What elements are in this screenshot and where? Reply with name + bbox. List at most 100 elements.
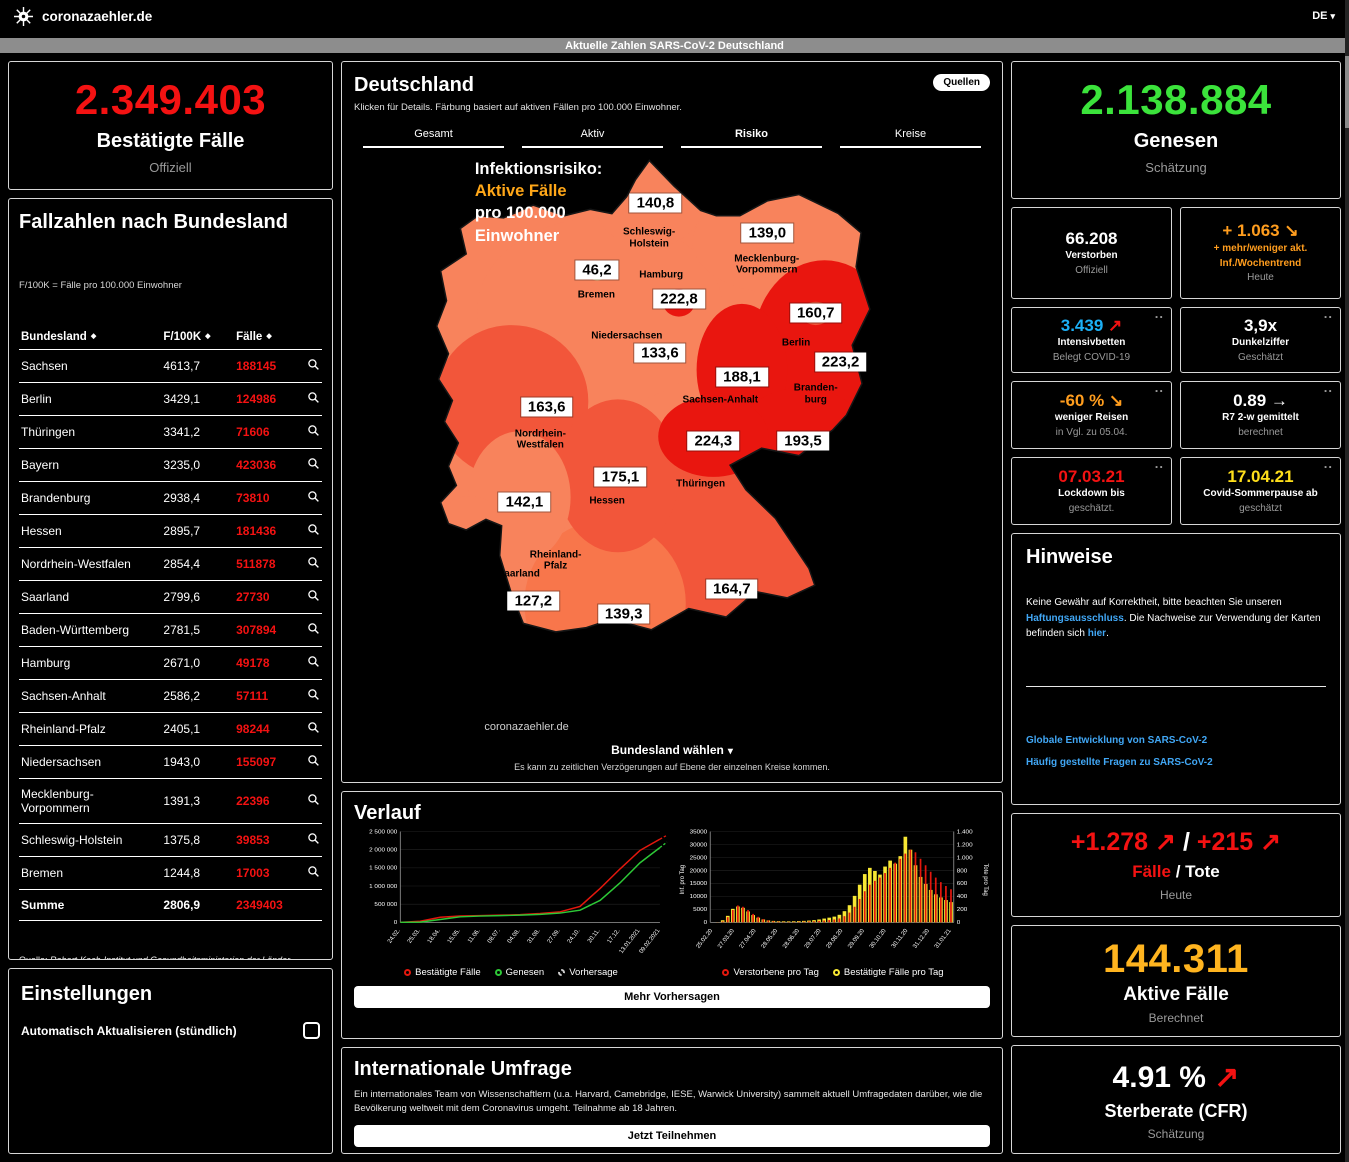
sort-icon[interactable]: ◆: [90, 333, 97, 341]
map-value-chip-bremen[interactable]: 46,2: [575, 260, 619, 280]
col-header-actions: [291, 325, 322, 351]
table-row[interactable]: Berlin 3429,1 124986: [19, 382, 322, 417]
table-row[interactable]: Rheinland-Pfalz 2405,1 98244: [19, 712, 322, 747]
hint-inline-link[interactable]: Haftungsausschluss: [1026, 612, 1124, 624]
hint-link[interactable]: Globale Entwicklung von SARS-CoV-2: [1026, 734, 1208, 746]
table-row[interactable]: Hamburg 2671,0 49178: [19, 646, 322, 681]
map-value-chip-bayern[interactable]: 164,7: [706, 579, 758, 599]
table-row[interactable]: Bremen 1244,8 17003: [19, 856, 322, 891]
svg-text:2 000 000: 2 000 000: [369, 848, 398, 854]
table-row[interactable]: Baden-Württemberg 2781,5 307894: [19, 613, 322, 648]
legend-label: Vorhersage: [569, 967, 618, 978]
tab-gesamt[interactable]: Gesamt: [363, 125, 504, 148]
row-search-icon[interactable]: [291, 580, 322, 615]
legend-label: Bestätigte Fälle: [415, 967, 481, 978]
card-line: Heute: [1247, 272, 1274, 284]
chevron-down-icon: ▾: [727, 746, 733, 757]
map-value-chip-nordrhein-westfalen[interactable]: 163,6: [520, 397, 573, 417]
row-search-icon[interactable]: [291, 547, 322, 582]
sources-button[interactable]: Quellen: [933, 74, 990, 91]
map-value-chip-thueringen[interactable]: 224,3: [687, 431, 740, 451]
survey-participate-button[interactable]: Jetzt Teilnehmen: [354, 1124, 990, 1147]
card-menu-icon[interactable]: ..: [1154, 456, 1164, 471]
map-value-chip-niedersachsen[interactable]: 133,6: [634, 343, 686, 363]
col-header-0[interactable]: Bundesland ◆: [19, 325, 162, 351]
table-row[interactable]: Schleswig-Holstein 1375,8 39853: [19, 823, 322, 858]
card-menu-icon[interactable]: ..: [1154, 306, 1164, 321]
row-search-icon[interactable]: [291, 778, 322, 825]
sort-icon[interactable]: ◆: [205, 333, 211, 341]
table-row[interactable]: Niedersachsen 1943,0 155097: [19, 745, 322, 780]
card-menu-icon[interactable]: ..: [1323, 456, 1333, 471]
table-row[interactable]: Thüringen 3341,2 71606: [19, 415, 322, 450]
map-value-chip-sachsen[interactable]: 193,5: [777, 431, 829, 451]
language-selector[interactable]: DE ▾: [1312, 10, 1335, 22]
trend-arrow-icon: →: [1266, 390, 1288, 410]
map-value-chip-baden-wuerttemberg[interactable]: 139,3: [597, 604, 650, 624]
table-row[interactable]: Mecklenburg-Vorpommern 1391,3 22396: [19, 778, 322, 825]
row-search-icon[interactable]: [291, 823, 322, 858]
map-value-chip-sachsen-anhalt[interactable]: 188,1: [716, 367, 768, 387]
row-search-icon[interactable]: [291, 349, 322, 384]
today-values: +1.278 ↗ / +215 ↗: [1012, 827, 1340, 857]
card-menu-icon[interactable]: ..: [1154, 380, 1164, 395]
map-value-chip-hessen[interactable]: 175,1: [594, 467, 647, 487]
hint-inline-link[interactable]: hier: [1087, 628, 1107, 639]
map-value-chip-schleswig-holstein[interactable]: 140,8: [629, 193, 682, 213]
row-search-icon[interactable]: [291, 646, 322, 681]
tab-kreise[interactable]: Kreise: [840, 125, 981, 148]
col-header-1[interactable]: F/100K ◆: [161, 325, 235, 351]
table-row[interactable]: Brandenburg 2938,4 73810: [19, 481, 322, 516]
row-search-icon[interactable]: [291, 613, 322, 648]
card-menu-icon[interactable]: ..: [1323, 306, 1333, 321]
table-row[interactable]: Hessen 2895,7 181436: [19, 514, 322, 549]
map-value-chip-brandenburg[interactable]: 223,2: [814, 352, 867, 372]
row-search-icon[interactable]: [291, 382, 322, 417]
card-line: Covid-Sommerpause ab: [1203, 488, 1318, 500]
germany-map[interactable]: [354, 152, 990, 736]
auto-refresh-checkbox[interactable]: [303, 1022, 320, 1040]
row-search-icon[interactable]: [291, 679, 322, 714]
map-value-chip-hamburg[interactable]: 222,8: [653, 289, 705, 309]
row-search-icon[interactable]: [291, 745, 322, 780]
card-line: Belegt COVID-19: [1052, 351, 1131, 363]
cell-f100k: 1375,8: [161, 823, 235, 858]
legend-label: Bestätigte Fälle pro Tag: [843, 967, 944, 978]
row-search-icon[interactable]: [291, 712, 322, 747]
map-value-chip-berlin[interactable]: 160,7: [789, 303, 842, 323]
row-search-icon[interactable]: [291, 889, 322, 922]
row-search-icon[interactable]: [291, 481, 322, 516]
row-search-icon[interactable]: [291, 448, 322, 483]
scrollbar[interactable]: [1345, 0, 1349, 1162]
table-row[interactable]: Sachsen-Anhalt 2586,2 57111: [19, 679, 322, 714]
tab-risiko[interactable]: Risiko: [681, 125, 822, 148]
table-row[interactable]: Bayern 3235,0 423036: [19, 448, 322, 483]
map-value-chip-mecklenburg-vorpommern[interactable]: 139,0: [741, 223, 794, 243]
main-grid: 2.349.403 Bestätigte Fälle Offiziell Fal…: [0, 53, 1349, 1162]
cfr-number: 4.91 %: [1112, 1061, 1206, 1094]
map-value-chip-rheinland-pfalz[interactable]: 142,1: [498, 492, 551, 512]
bundesland-dropdown[interactable]: Bundesland wählen ▾: [354, 736, 990, 759]
table-row[interactable]: Saarland 2799,6 27730: [19, 580, 322, 615]
hint-link[interactable]: Häufig gestellte Fragen zu SARS-CoV-2: [1026, 756, 1213, 768]
row-search-icon[interactable]: [291, 856, 322, 891]
map-value-chip-saarland[interactable]: 127,2: [507, 591, 560, 611]
svg-text:15000: 15000: [690, 881, 708, 887]
table-row[interactable]: Sachsen 4613,7 188145: [19, 349, 322, 384]
scrollbar-thumb[interactable]: [1345, 56, 1349, 128]
card-menu-icon[interactable]: ..: [1323, 380, 1333, 395]
table-row[interactable]: Summe 2806,9 2349403: [19, 889, 322, 922]
table-row[interactable]: Nordrhein-Westfalen 2854,4 511878: [19, 547, 322, 582]
svg-text:30.11.20: 30.11.20: [891, 928, 910, 949]
germany-map-panel: Deutschland Quellen Klicken für Details.…: [341, 61, 1003, 783]
svg-text:0: 0: [957, 920, 961, 926]
tab-aktiv[interactable]: Aktiv: [522, 125, 663, 148]
sort-icon[interactable]: ◆: [266, 333, 272, 341]
bundesland-table-panel: Fallzahlen nach Bundesland F/100K = Fäll…: [8, 198, 333, 961]
chevron-down-icon: ▾: [1330, 11, 1335, 21]
more-forecasts-button[interactable]: Mehr Vorhersagen: [354, 986, 990, 1008]
row-search-icon[interactable]: [291, 514, 322, 549]
row-search-icon[interactable]: [291, 415, 322, 450]
col-header-2[interactable]: Fälle ◆: [234, 325, 292, 351]
map-region-label-bremen: Bremen: [577, 289, 615, 301]
